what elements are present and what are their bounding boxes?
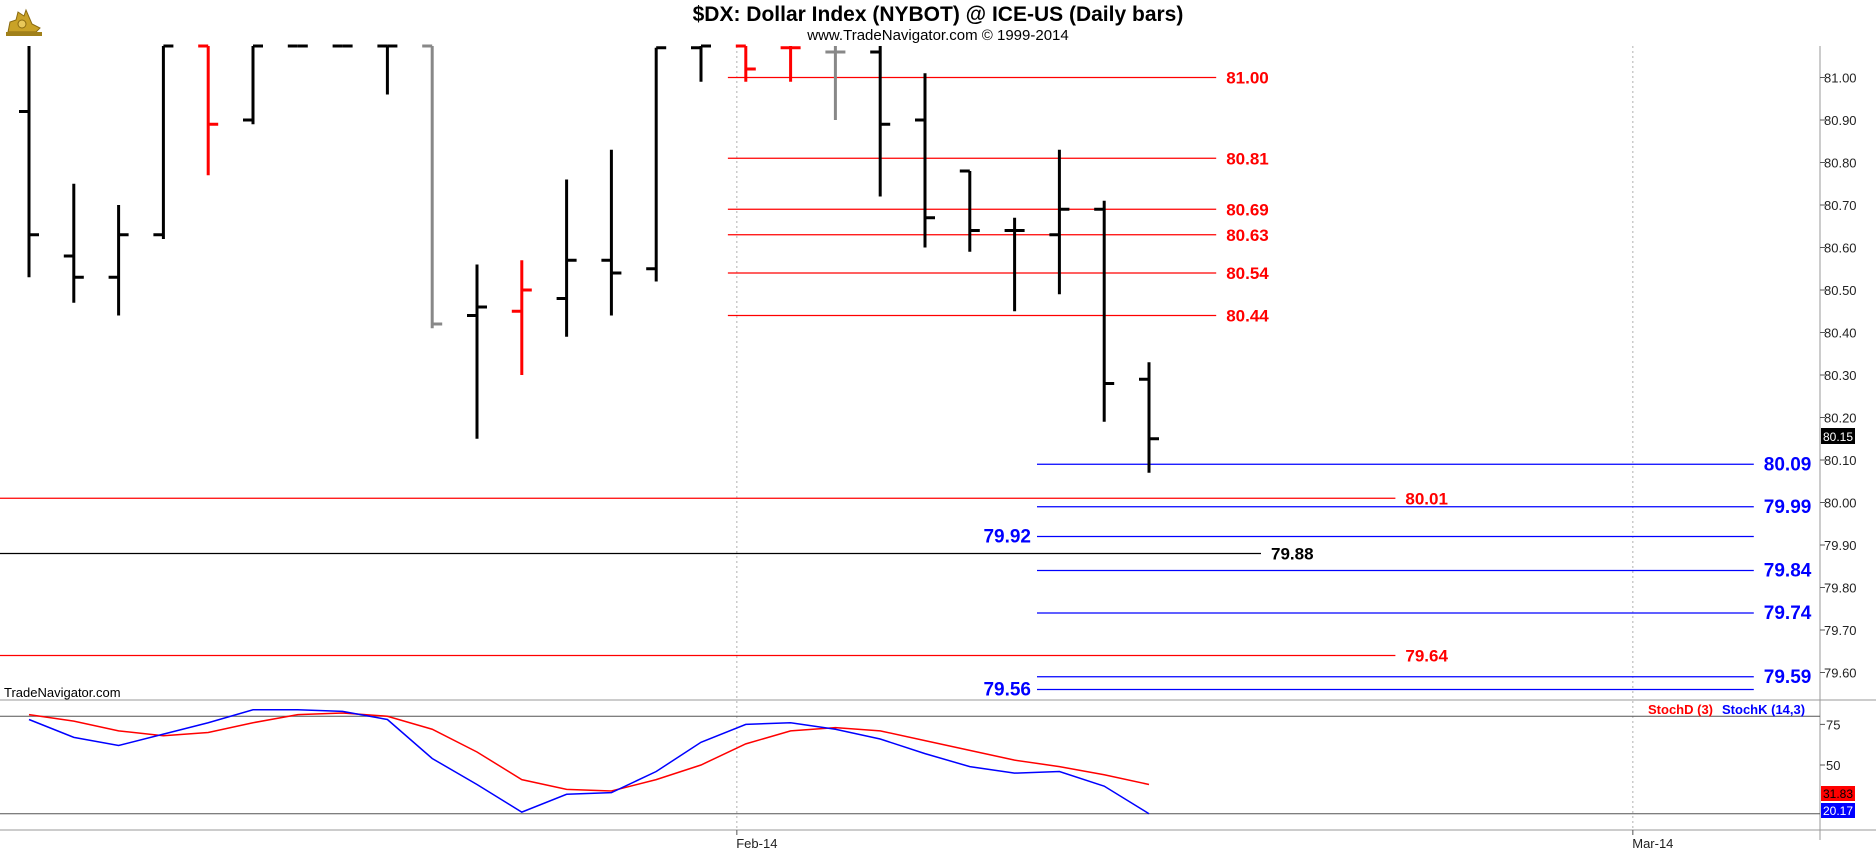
ohlc-bar bbox=[467, 264, 487, 439]
stoch-tick-label: 75 bbox=[1826, 717, 1840, 732]
price-tick-label: 80.50 bbox=[1824, 283, 1857, 298]
ohlc-bar bbox=[377, 44, 398, 95]
ohlc-bar bbox=[646, 46, 667, 282]
level-label-80.69: 80.69 bbox=[1226, 200, 1269, 219]
price-tick-label: 80.20 bbox=[1824, 411, 1857, 426]
price-tick-label: 79.70 bbox=[1824, 623, 1857, 638]
level-label-79.84: 79.84 bbox=[1764, 561, 1812, 582]
level-label-80.01: 80.01 bbox=[1405, 489, 1448, 508]
price-tick-label: 79.90 bbox=[1824, 538, 1857, 553]
date-tick-label: Mar-14 bbox=[1632, 836, 1673, 851]
ohlc-bar bbox=[1139, 362, 1159, 473]
ohlc-bar bbox=[601, 149, 622, 316]
price-tick-label: 80.90 bbox=[1824, 113, 1857, 128]
ohlc-bar bbox=[780, 46, 801, 82]
ohlc-bar bbox=[870, 46, 891, 197]
level-label-80.54: 80.54 bbox=[1226, 264, 1269, 283]
price-levels: 81.00 80.81 80.69 80.63 80.54 80.44 80.09 80.01… bbox=[0, 69, 1812, 701]
ohlc-bars bbox=[19, 44, 1159, 473]
ohlc-bar bbox=[422, 44, 443, 329]
chart-title: $DX: Dollar Index (NYBOT) @ ICE-US (Dail… bbox=[693, 3, 1184, 26]
watermark-text: TradeNavigator.com bbox=[4, 685, 121, 700]
vertical-gridlines bbox=[736, 46, 1634, 830]
ohlc-bar bbox=[691, 44, 711, 82]
level-label-80.63: 80.63 bbox=[1226, 226, 1269, 245]
level-label-81.00: 81.00 bbox=[1226, 69, 1269, 88]
level-label-80.81: 80.81 bbox=[1226, 149, 1269, 168]
level-label-80.44: 80.44 bbox=[1226, 307, 1269, 326]
level-label-79.64: 79.64 bbox=[1405, 647, 1448, 666]
ohlc-bar bbox=[556, 179, 577, 337]
stoch-line-StochD (3) bbox=[28, 712, 1150, 792]
ohlc-bar bbox=[19, 46, 39, 278]
level-label-79.74: 79.74 bbox=[1764, 603, 1812, 624]
svg-text:31.83: 31.83 bbox=[1823, 787, 1853, 801]
ohlc-bar bbox=[825, 46, 846, 120]
price-tick-label: 80.00 bbox=[1824, 496, 1857, 511]
price-tick-label: 80.60 bbox=[1824, 241, 1857, 256]
stoch-d-tag: 31.83 bbox=[1821, 786, 1855, 801]
ohlc-bar bbox=[1004, 217, 1025, 312]
ohlc-bar bbox=[915, 73, 935, 248]
price-tick-label: 80.40 bbox=[1824, 326, 1857, 341]
ohlc-bar bbox=[63, 183, 84, 303]
price-tick-label: 79.60 bbox=[1824, 666, 1857, 681]
ohlc-bar bbox=[959, 169, 980, 252]
ohlc-bar bbox=[1094, 200, 1115, 422]
level-label-79.99: 79.99 bbox=[1764, 497, 1812, 518]
trade-navigator-logo-icon bbox=[6, 8, 42, 36]
stoch-line-StochK (14,3) bbox=[28, 709, 1150, 815]
chart-subtitle: www.TradeNavigator.com © 1999-2014 bbox=[806, 27, 1068, 44]
stochastic-panel: 75 50 bbox=[0, 709, 1840, 815]
last-price-tag: 80.15 bbox=[1821, 428, 1855, 444]
price-tick-label: 80.10 bbox=[1824, 453, 1857, 468]
svg-text:20.17: 20.17 bbox=[1823, 804, 1853, 818]
price-tick-label: 81.00 bbox=[1824, 71, 1857, 86]
ohlc-bar bbox=[108, 205, 129, 316]
ohlc-bar bbox=[735, 44, 756, 82]
level-label-79.88: 79.88 bbox=[1271, 545, 1314, 564]
level-label-80.09: 80.09 bbox=[1764, 454, 1812, 475]
price-tick-label: 80.80 bbox=[1824, 156, 1857, 171]
level-label-79.59: 79.59 bbox=[1764, 667, 1812, 688]
price-panel bbox=[0, 46, 1820, 700]
ohlc-bar bbox=[511, 260, 532, 375]
price-tick-label: 79.80 bbox=[1824, 581, 1857, 596]
ohlc-bar bbox=[1049, 149, 1070, 295]
ohlc-bar bbox=[153, 44, 174, 239]
header-bar bbox=[0, 0, 1876, 46]
level-label-79.56: 79.56 bbox=[983, 680, 1031, 701]
level-label-79.92: 79.92 bbox=[983, 527, 1031, 548]
ohlc-bar bbox=[198, 44, 219, 176]
legend-stoch-k: StochK (14,3) bbox=[1722, 702, 1805, 717]
date-tick-label: Feb-14 bbox=[736, 836, 777, 851]
legend-stoch-d: StochD (3) bbox=[1648, 702, 1713, 717]
price-tick-label: 80.70 bbox=[1824, 198, 1857, 213]
date-axis: Feb-14 Mar-14 bbox=[736, 830, 1673, 851]
price-axis: 81.00 80.90 80.80 80.70 80.60 80.50 80.40 80.30… bbox=[1820, 71, 1857, 681]
stoch-k-tag: 20.17 bbox=[1821, 803, 1855, 818]
ohlc-bar bbox=[243, 44, 263, 125]
stoch-tick-label: 50 bbox=[1826, 758, 1840, 773]
price-tick-label: 80.30 bbox=[1824, 368, 1857, 383]
svg-text:80.15: 80.15 bbox=[1823, 430, 1853, 444]
